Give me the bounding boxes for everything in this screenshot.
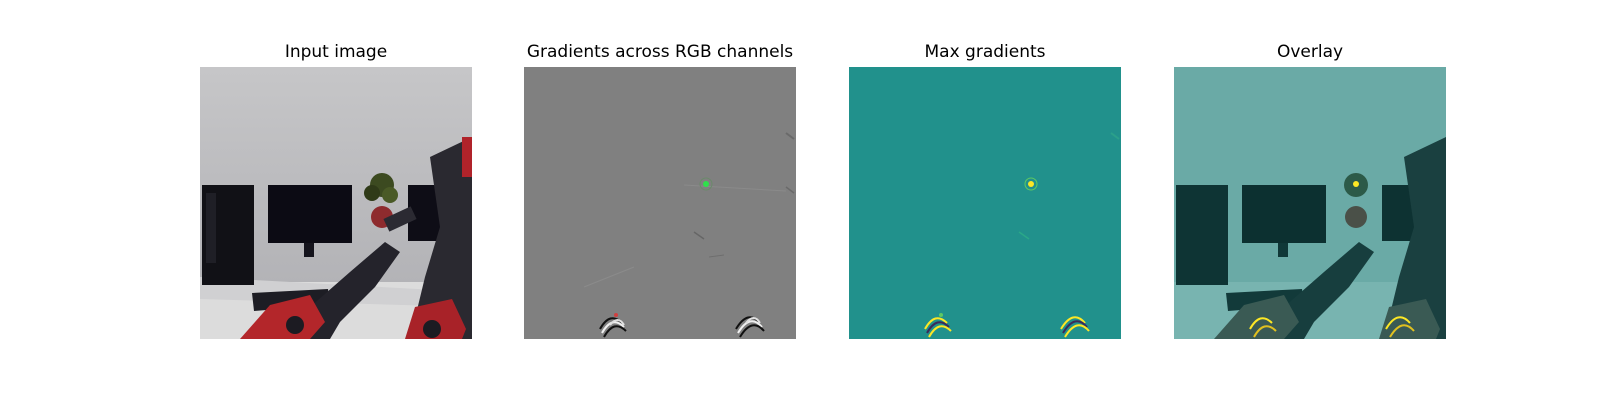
rgb-gradient-map: [524, 67, 796, 339]
panel-title: Max gradients: [924, 42, 1046, 62]
overlay-image: [1174, 67, 1446, 339]
input-photo: [200, 67, 472, 339]
max-gradient-map: [849, 67, 1121, 339]
panel-title: Overlay: [1276, 42, 1344, 62]
panel-title: Gradients across RGB channels: [526, 42, 794, 62]
panel-title: Input image: [284, 42, 388, 62]
